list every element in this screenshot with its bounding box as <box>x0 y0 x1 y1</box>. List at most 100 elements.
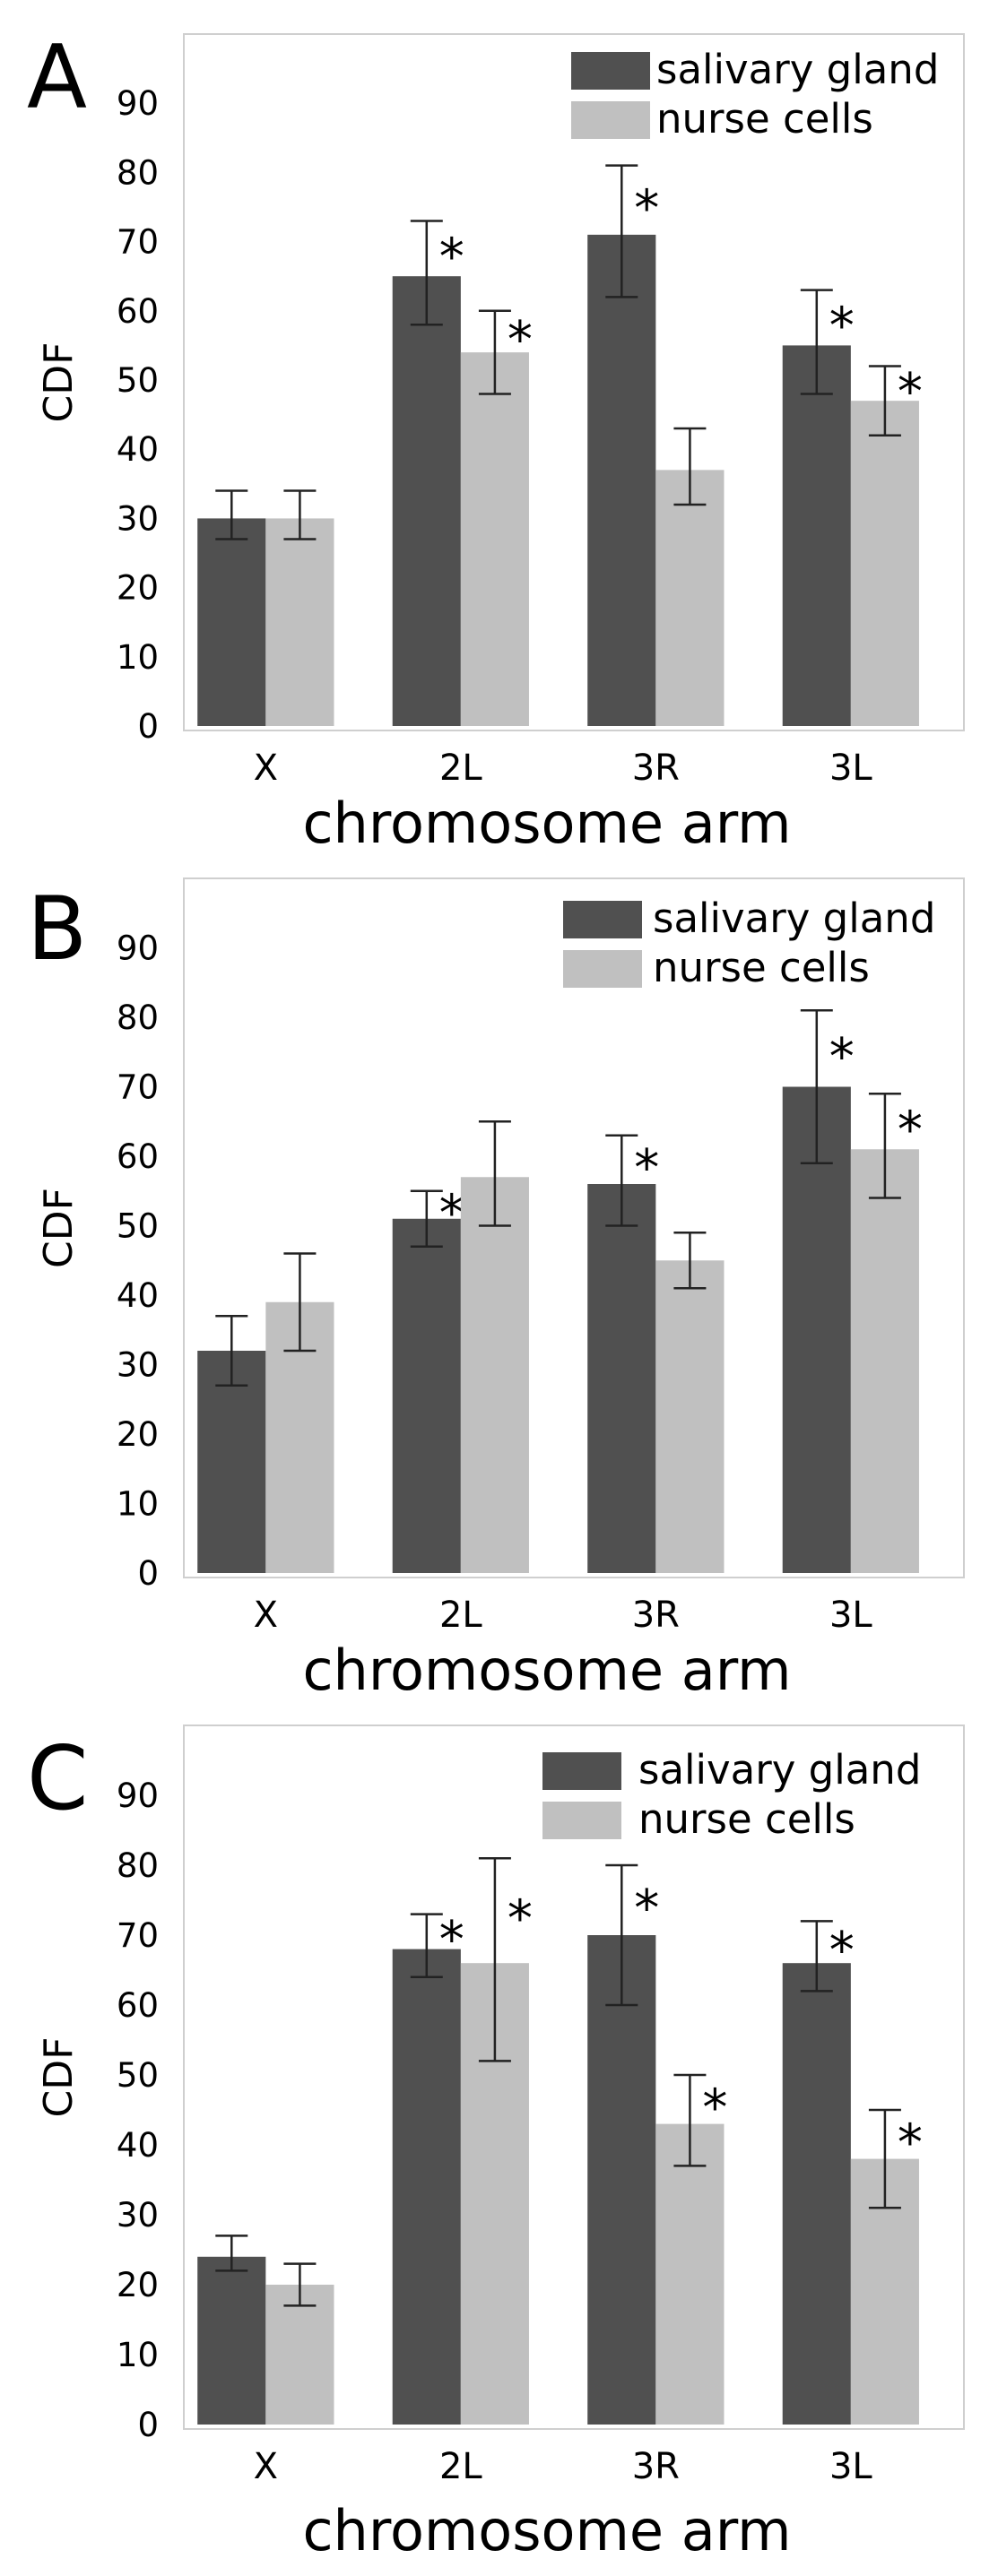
bar-nurse-cells <box>460 1177 529 1573</box>
y-tick-label: 60 <box>117 1137 159 1176</box>
bar-nurse-cells <box>850 401 919 726</box>
significance-marker: * <box>898 1101 923 1159</box>
x-tick-label: X <box>254 1595 278 1636</box>
x-axis-title: chromosome arm <box>302 1638 791 1703</box>
chart-panel-a: A 0 10 20 30 40 50 60 70 80 90 CDF X 2L * * 3R * 3L * * saliv… <box>27 27 965 856</box>
y-axis-label: CDF <box>36 1188 82 1268</box>
y-tick-label: 90 <box>117 929 159 968</box>
legend-label: salivary gland <box>656 46 939 93</box>
y-tick-label: 30 <box>117 499 159 538</box>
y-tick-label: 0 <box>137 707 159 746</box>
bar-salivary-gland <box>782 1963 851 2425</box>
significance-marker: * <box>829 1922 855 1980</box>
x-axis-title: chromosome arm <box>302 791 791 856</box>
y-tick-label: 70 <box>117 223 159 262</box>
significance-marker: * <box>439 1911 464 1969</box>
y-tick-label: 30 <box>117 1346 159 1385</box>
significance-marker: * <box>508 311 533 369</box>
legend-swatch <box>542 1802 621 1839</box>
y-tick-label: 10 <box>117 638 159 677</box>
y-tick-label: 50 <box>117 1207 159 1246</box>
legend-swatch <box>563 901 642 938</box>
bar-salivary-gland <box>782 1086 851 1573</box>
y-tick-label: 50 <box>117 361 159 400</box>
plot-frame <box>183 1725 965 2430</box>
y-tick-label: 40 <box>117 430 159 469</box>
x-tick-label: X <box>254 2446 278 2487</box>
legend-label: nurse cells <box>656 95 873 143</box>
y-tick-label: 10 <box>117 1485 159 1524</box>
x-tick-label: 3R <box>632 748 680 789</box>
significance-marker: * <box>702 2079 727 2137</box>
significance-marker: * <box>634 179 659 238</box>
bar-salivary-gland <box>392 1949 461 2425</box>
y-axis-label: CDF <box>36 2037 82 2118</box>
y-tick-label: 60 <box>117 1986 159 2025</box>
y-tick-label: 80 <box>117 1846 159 1885</box>
legend-label: salivary gland <box>653 895 935 942</box>
bar-nurse-cells <box>265 518 334 726</box>
y-tick-label: 90 <box>117 84 159 123</box>
chart-panel-c: C 0 10 20 30 40 50 60 70 80 90 CDF X 2L * * 3R * * 3L * * sali… <box>27 1725 965 2563</box>
bar-nurse-cells <box>655 2123 725 2425</box>
legend-label: nurse cells <box>638 1795 855 1843</box>
x-axis-title: chromosome arm <box>302 2498 791 2563</box>
y-tick-label: 80 <box>117 998 159 1037</box>
y-tick-label: 20 <box>117 1415 159 1454</box>
panel-letter: C <box>27 1728 88 1830</box>
plot-frame <box>183 877 965 1578</box>
y-tick-label: 80 <box>117 153 159 192</box>
y-tick-label: 40 <box>117 2126 159 2165</box>
x-tick-label: 3R <box>632 2446 680 2487</box>
x-tick-label: X <box>254 748 278 789</box>
bar-salivary-gland <box>392 276 461 726</box>
bar-salivary-gland <box>197 1351 266 1573</box>
bar-nurse-cells <box>265 2285 334 2425</box>
x-tick-label: 2L <box>439 2446 482 2487</box>
x-tick-label: 2L <box>439 748 482 789</box>
legend-label: salivary gland <box>638 1746 921 1794</box>
y-tick-label: 40 <box>117 1276 159 1315</box>
y-tick-label: 20 <box>117 2266 159 2304</box>
x-tick-label: 3L <box>829 2446 872 2487</box>
y-tick-label: 20 <box>117 569 159 608</box>
bar-salivary-gland <box>197 2256 266 2425</box>
plot-frame <box>183 33 965 731</box>
significance-marker: * <box>508 1890 533 1949</box>
y-tick-label: 60 <box>117 292 159 331</box>
x-tick-label: 3R <box>632 1595 680 1636</box>
bar-salivary-gland <box>392 1218 461 1573</box>
y-tick-label: 50 <box>117 2056 159 2095</box>
bar-nurse-cells <box>850 1149 919 1573</box>
significance-marker: * <box>634 1880 659 1938</box>
bar-salivary-gland <box>587 1184 656 1573</box>
significance-marker: * <box>829 1028 855 1086</box>
significance-marker: * <box>898 363 923 421</box>
bar-nurse-cells <box>655 470 725 726</box>
legend-label: nurse cells <box>653 944 870 991</box>
bar-salivary-gland <box>587 1935 656 2425</box>
bar-nurse-cells <box>655 1260 725 1573</box>
chart-panel-b: B 0 10 20 30 40 50 60 70 80 90 CDF X 2L * 3R * 3L * * saliva… <box>27 877 965 1703</box>
significance-marker: * <box>439 1184 464 1242</box>
x-tick-label: 3L <box>829 748 872 789</box>
y-tick-label: 10 <box>117 2336 159 2374</box>
significance-marker: * <box>829 298 855 356</box>
y-tick-label: 30 <box>117 2196 159 2235</box>
y-tick-label: 0 <box>137 2406 159 2444</box>
x-tick-label: 2L <box>439 1595 482 1636</box>
significance-marker: * <box>634 1139 659 1197</box>
legend-swatch <box>542 1752 621 1790</box>
bar-nurse-cells <box>460 352 529 726</box>
y-tick-label: 70 <box>117 1068 159 1107</box>
legend-swatch <box>571 101 650 139</box>
panel-letter: B <box>27 878 87 981</box>
y-tick-label: 70 <box>117 1916 159 1955</box>
x-tick-label: 3L <box>829 1595 872 1636</box>
significance-marker: * <box>439 228 464 286</box>
y-tick-label: 90 <box>117 1776 159 1815</box>
bar-salivary-gland <box>782 345 851 726</box>
y-tick-label: 0 <box>137 1554 159 1593</box>
y-axis-label: CDF <box>36 342 82 423</box>
bar-salivary-gland <box>197 518 266 726</box>
